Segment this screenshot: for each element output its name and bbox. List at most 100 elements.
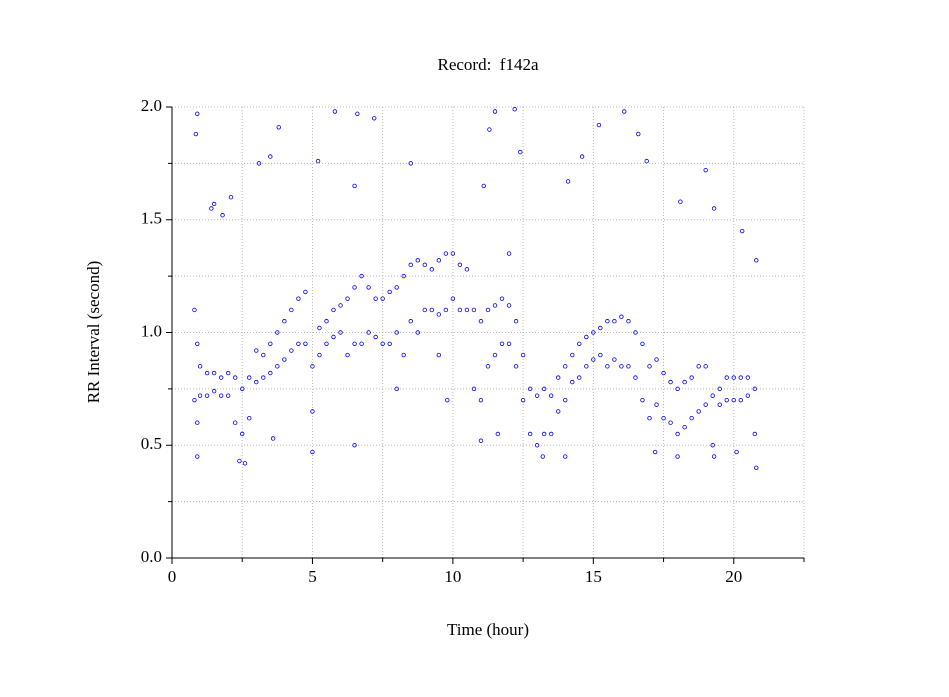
point xyxy=(228,194,234,200)
point xyxy=(254,379,259,385)
point xyxy=(647,364,652,369)
point xyxy=(754,465,759,470)
point xyxy=(268,154,273,159)
point xyxy=(682,379,687,385)
point xyxy=(240,386,245,392)
point xyxy=(436,258,442,263)
point xyxy=(596,122,602,128)
point xyxy=(752,386,758,392)
point xyxy=(408,161,413,166)
point xyxy=(478,319,484,324)
point xyxy=(478,397,484,403)
point xyxy=(195,341,200,346)
point xyxy=(492,109,498,114)
point xyxy=(256,161,262,166)
point xyxy=(696,409,701,414)
point xyxy=(436,352,442,358)
point xyxy=(570,352,575,358)
point xyxy=(534,443,540,448)
chart-title: Record: f142a xyxy=(437,55,538,74)
point xyxy=(211,201,217,207)
point xyxy=(710,393,715,398)
point xyxy=(195,111,200,116)
point xyxy=(513,319,519,324)
point xyxy=(485,364,491,369)
point xyxy=(556,409,561,414)
x-tick-label: 10 xyxy=(444,567,461,586)
point xyxy=(499,296,505,301)
point xyxy=(703,364,708,369)
point xyxy=(549,431,554,437)
point xyxy=(724,375,729,380)
point xyxy=(527,386,533,392)
point xyxy=(261,375,266,380)
point xyxy=(345,352,350,358)
point xyxy=(579,154,585,159)
point xyxy=(696,364,701,369)
point xyxy=(605,319,610,324)
point xyxy=(275,364,280,369)
point xyxy=(499,341,505,346)
point xyxy=(268,370,273,376)
point xyxy=(549,393,554,398)
y-tick-label: 2.0 xyxy=(141,96,162,115)
point xyxy=(492,352,498,358)
point xyxy=(534,393,540,398)
point xyxy=(740,228,745,234)
point xyxy=(296,341,301,346)
point xyxy=(689,415,694,421)
point xyxy=(193,131,199,137)
point xyxy=(478,438,484,443)
point xyxy=(192,397,197,403)
point xyxy=(303,289,308,295)
point xyxy=(373,296,378,301)
point xyxy=(242,461,248,466)
point xyxy=(485,307,491,313)
point xyxy=(276,125,281,130)
point xyxy=(366,330,371,335)
point xyxy=(640,341,645,346)
point xyxy=(570,379,575,385)
point xyxy=(622,109,627,114)
point xyxy=(310,449,315,455)
point xyxy=(240,431,245,437)
point xyxy=(738,397,743,403)
point xyxy=(401,273,406,279)
point xyxy=(197,393,203,398)
point xyxy=(654,402,659,407)
point xyxy=(303,341,308,346)
point xyxy=(443,251,449,256)
point xyxy=(317,352,322,358)
point xyxy=(195,454,200,459)
point xyxy=(598,325,603,331)
point xyxy=(394,386,399,392)
y-axis-title: RR Interval (second) xyxy=(84,261,103,404)
point xyxy=(380,296,385,301)
point xyxy=(366,285,371,290)
point xyxy=(675,386,680,392)
point xyxy=(359,273,364,279)
point xyxy=(211,370,217,376)
point xyxy=(408,319,413,324)
point xyxy=(734,449,739,455)
x-axis-title: Time (hour) xyxy=(447,620,529,639)
point xyxy=(220,213,225,218)
point xyxy=(626,364,631,369)
point xyxy=(352,285,357,290)
point xyxy=(675,454,680,459)
point xyxy=(633,375,638,380)
point xyxy=(331,307,336,313)
point xyxy=(218,375,224,380)
y-tick-label: 0.5 xyxy=(141,434,162,453)
point xyxy=(471,386,477,392)
point xyxy=(415,258,420,263)
point xyxy=(654,357,659,362)
point xyxy=(387,341,392,346)
point xyxy=(415,330,420,335)
point xyxy=(310,364,315,369)
point xyxy=(218,393,224,398)
point xyxy=(563,454,568,459)
point xyxy=(731,397,736,403)
point xyxy=(429,307,435,313)
